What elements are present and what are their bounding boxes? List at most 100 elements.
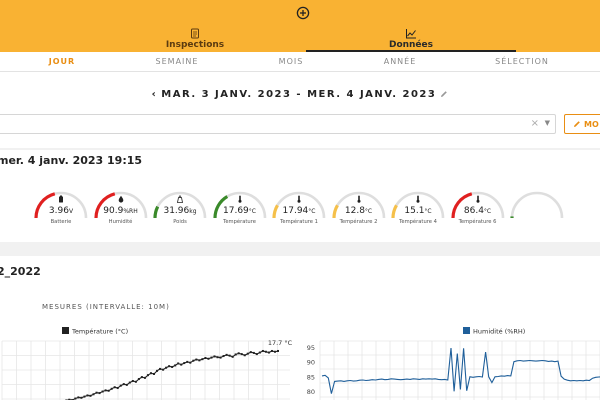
data-point (92, 393, 95, 396)
chevron-left-icon[interactable]: ‹ (151, 89, 158, 100)
data-point (89, 394, 92, 397)
modify-button[interactable]: MO (564, 114, 600, 134)
pencil-icon[interactable] (440, 90, 448, 98)
data-point (177, 362, 180, 365)
top-bar: Inspections Données (0, 0, 600, 52)
gauge-arc (93, 192, 115, 219)
period-tab-semaine[interactable]: SEMAINE (155, 57, 199, 66)
data-point (240, 353, 243, 356)
gauge-humidit-: 90.9%RH Humidité (93, 188, 149, 234)
y-tick-label: 95 (307, 344, 315, 352)
humidity-chart: Humidité (%RH) 95 90 85 80 (307, 327, 600, 400)
gauge-value: 17.94°C (282, 206, 316, 216)
data-point (222, 355, 225, 358)
gauge-value: 17.69°C (223, 206, 256, 216)
data-point (189, 361, 192, 364)
period-tab-annee[interactable]: ANNÉE (383, 57, 417, 66)
legend-swatch (62, 327, 69, 334)
gauge-arc (153, 205, 160, 219)
legend-label: Humidité (%RH) (473, 328, 525, 336)
gauge-arc (272, 204, 279, 219)
y-tick-label: 90 (307, 359, 315, 367)
gauge-temp-rature-2: 12.8°C Température 2 (331, 188, 387, 234)
data-point (252, 351, 255, 354)
snapshot-title: mer. 4 janv. 2023 19:15 (0, 154, 143, 167)
clear-icon[interactable]: × (530, 118, 539, 129)
data-point (74, 397, 77, 400)
droplet-icon (118, 195, 123, 203)
data-point (168, 365, 171, 368)
gauge-arc (391, 204, 398, 219)
legend-swatch (463, 327, 470, 334)
tab-donnees[interactable]: Données (306, 28, 516, 50)
thermometer-icon (476, 195, 479, 203)
legend-label: Température (°C) (71, 328, 128, 336)
snapshot-card: mer. 4 janv. 2023 19:15 3.96V Batterie 90.… (0, 150, 600, 242)
data-point (213, 355, 216, 358)
data-point (277, 349, 279, 352)
data-point (125, 383, 128, 386)
gauge-batterie: 3.96V Batterie (33, 188, 89, 234)
y-tick-label: 80 (307, 388, 315, 396)
gauge-label: Poids (173, 219, 187, 225)
modify-button-label: MO (584, 120, 599, 129)
data-point (146, 374, 149, 377)
section-title: 2_2022 (0, 265, 41, 278)
date-panel: ‹ MAR. 3 JANV. 2023 - MER. 4 JANV. 2023 ×… (0, 72, 600, 148)
gauge-label: Batterie (50, 219, 72, 225)
data-point (234, 353, 237, 356)
scale-icon (177, 195, 183, 203)
data-point (261, 349, 264, 352)
device-select[interactable]: × ▼ (0, 114, 556, 134)
data-point (156, 369, 159, 372)
gauge-value: 15.1°C (404, 206, 432, 216)
data-point (270, 349, 273, 352)
gauge-arc (331, 204, 339, 219)
data-point (110, 387, 113, 390)
gauge-value: 86.4°C (463, 206, 492, 216)
series-line (321, 347, 600, 394)
add-circle-icon[interactable] (296, 6, 310, 20)
tab-inspections-label: Inspections (165, 40, 225, 50)
data-point (149, 372, 152, 375)
date-range-label[interactable]: MAR. 3 JANV. 2023 - MER. 4 JANV. 2023 (161, 89, 437, 100)
data-point (116, 387, 119, 390)
data-point (122, 383, 125, 386)
gauge-temp-rature: 17.69°C Température (212, 188, 268, 234)
mesures-label: MESURES (INTERVALLE: 10M) (42, 303, 170, 311)
gauge-label: Température 1 (280, 219, 318, 225)
chevron-down-icon[interactable]: ▼ (544, 119, 550, 127)
data-point (204, 356, 207, 359)
data-point (243, 354, 246, 357)
data-point (201, 358, 204, 361)
y-tick-label: 85 (307, 373, 315, 381)
chart-line-icon (406, 29, 416, 39)
data-point (77, 396, 80, 399)
data-point (159, 367, 162, 370)
data-point (83, 395, 86, 398)
period-tab-mois[interactable]: MOIS (278, 57, 304, 66)
data-point (134, 380, 137, 383)
gauge-temp-rature-1: 17.94°C Température 1 (271, 188, 327, 234)
gauge-label: Température 6 (458, 219, 497, 225)
legend[interactable]: Température (°C) (62, 327, 128, 336)
data-point (183, 362, 186, 365)
legend[interactable]: Humidité (%RH) (463, 327, 525, 336)
data-point (80, 396, 83, 399)
series-line (66, 350, 279, 400)
data-point (140, 376, 143, 379)
active-tab-indicator (306, 50, 516, 52)
thermometer-icon (357, 195, 360, 203)
period-tab-jour[interactable]: JOUR (48, 57, 76, 66)
gauge-value: 90.9%RH (103, 206, 138, 216)
pencil-icon (574, 121, 580, 127)
period-tab-selection[interactable]: SÉLECTION (495, 57, 549, 66)
data-point (128, 381, 131, 384)
gauge-label: Température 2 (339, 219, 378, 225)
data-point (195, 358, 198, 361)
gauge-label: Humidité (108, 219, 133, 225)
thermometer-icon (238, 195, 241, 203)
data-point (131, 380, 134, 382)
tab-donnees-label: Données (388, 40, 434, 50)
tab-inspections[interactable]: Inspections (120, 28, 270, 50)
